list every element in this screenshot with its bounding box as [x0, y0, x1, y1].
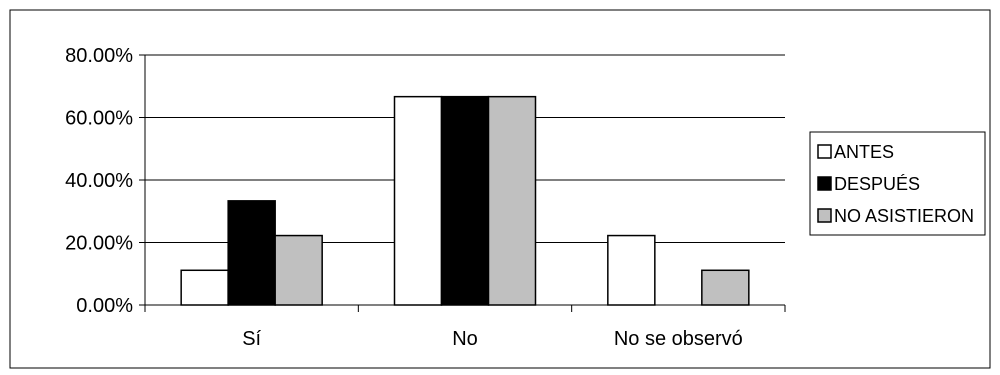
- bar-no-asistieron-2: [487, 95, 537, 306]
- legend-label: NO ASISTIERON: [834, 206, 974, 226]
- bar-no-asistieron-1: [274, 234, 323, 306]
- y-tick-label: 60.00%: [65, 108, 133, 130]
- category-label: No se observó: [614, 328, 743, 350]
- legend: ANTES DESPUÉS NO ASISTIERON: [809, 131, 986, 236]
- bars: [180, 95, 750, 306]
- legend-box: [809, 131, 986, 236]
- y-tick-label: 40.00%: [65, 170, 133, 192]
- axes: [139, 54, 786, 312]
- legend-swatch: [817, 176, 832, 191]
- legend-label: DESPUÉS: [834, 174, 920, 194]
- category-labels: Sí No No se observó: [242, 328, 743, 350]
- bar-no-asistieron-3: [701, 269, 750, 306]
- legend-swatch: [817, 144, 832, 159]
- y-tick-label: 80.00%: [65, 45, 133, 67]
- legend-label: ANTES: [834, 142, 894, 162]
- legend-swatch: [817, 208, 832, 223]
- category-label: Sí: [242, 328, 261, 350]
- bar-antes-1: [180, 269, 229, 306]
- bar-despu-s-2: [440, 95, 490, 306]
- y-tick-label: 20.00%: [65, 233, 133, 255]
- bar-antes-3: [607, 234, 656, 306]
- y-tick-label: 0.00%: [76, 295, 133, 317]
- y-tick-labels: 0.00% 20.00% 40.00% 60.00% 80.00%: [65, 45, 133, 317]
- bar-despu-s-1: [227, 200, 276, 306]
- bar-antes-2: [393, 95, 443, 306]
- category-label: No: [452, 328, 478, 350]
